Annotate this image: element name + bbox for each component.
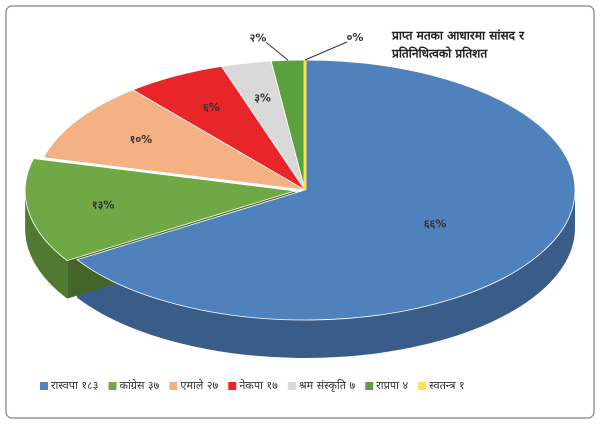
pie — [24, 59, 576, 358]
data-label: १३% — [92, 199, 114, 212]
slice — [24, 158, 296, 262]
slice — [42, 89, 306, 191]
legend-swatch — [228, 382, 237, 390]
slice — [76, 59, 576, 321]
legend-label: एमाले २७ — [180, 379, 218, 392]
data-label: १०% — [130, 133, 152, 146]
legend-swatch — [169, 382, 178, 390]
data-label: ०% — [347, 31, 364, 44]
legend-label: कांग्रेस ३७ — [120, 379, 160, 392]
data-label: ६% — [203, 101, 220, 114]
legend-label: नेकपा १७ — [239, 379, 278, 392]
leader-line — [304, 41, 348, 61]
legend-label: श्रम संस्कृति ७ — [299, 379, 356, 392]
chart-title: प्राप्त मतका आधारमा सांसद र — [391, 29, 525, 43]
legend-label: रास्वपा १८३ — [51, 379, 99, 392]
legend-label: स्वतन्त्र १ — [429, 379, 465, 392]
data-label: ३% — [254, 92, 271, 105]
legend-label: राप्रपा ४ — [376, 379, 408, 392]
data-label: २% — [250, 31, 267, 44]
legend-swatch — [40, 382, 48, 390]
slice-side — [25, 190, 68, 299]
legend-swatch — [287, 382, 296, 390]
legend-swatch — [418, 382, 427, 390]
legend-swatch — [365, 382, 374, 390]
leader-line — [265, 41, 289, 61]
chart-title: प्रतिनिधित्वको प्रतिशत — [391, 47, 488, 61]
data-label: ६६% — [424, 217, 446, 230]
legend-swatch — [108, 382, 117, 390]
slice-side — [77, 190, 575, 358]
